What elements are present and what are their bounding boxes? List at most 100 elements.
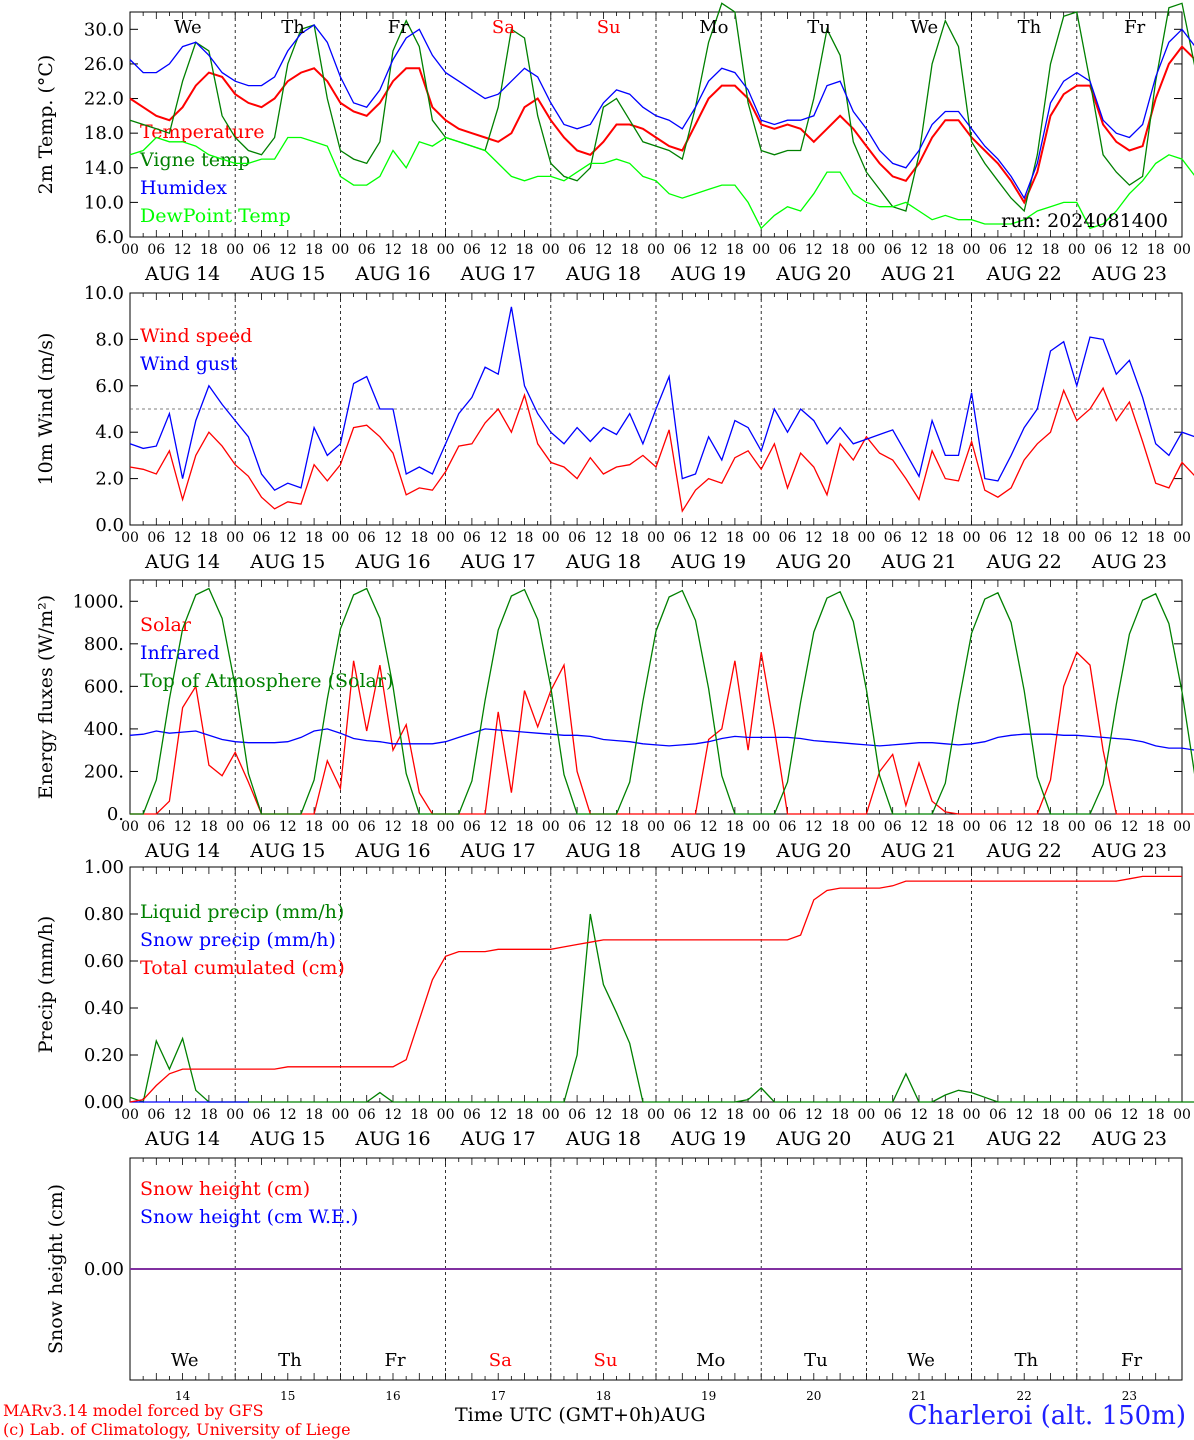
hour-tick-label: 12 [805, 242, 823, 258]
day-label: AUG 16 [354, 840, 430, 862]
legend-entry: Wind speed [140, 325, 252, 347]
hour-tick-label: 00 [437, 530, 455, 546]
hour-tick-label: 12 [910, 1107, 928, 1123]
weekday-label: Th [1018, 17, 1042, 38]
y-axis-label: 2m Temp. (°C) [35, 55, 57, 195]
day-number-label: 14 [175, 1389, 191, 1403]
hour-tick-label: 06 [568, 530, 586, 546]
hour-tick-label: 18 [831, 242, 849, 258]
weekday-label: Fr [385, 1350, 406, 1371]
footer-lab-credit: (c) Lab. of Climatology, University of L… [3, 1420, 351, 1439]
weekday-label: We [171, 1350, 199, 1371]
hour-tick-label: 00 [647, 530, 665, 546]
y-tick-label: 200. [84, 761, 124, 782]
day-label: AUG 17 [460, 551, 536, 573]
hour-tick-label: 06 [673, 1107, 691, 1123]
weekday-label: Mo [696, 1350, 725, 1371]
hour-tick-label: 06 [358, 1107, 376, 1123]
y-axis-label: Snow height (cm) [45, 1184, 67, 1354]
hour-tick-label: 00 [121, 1107, 139, 1123]
hour-tick-label: 06 [673, 530, 691, 546]
day-label: AUG 23 [1091, 1128, 1167, 1150]
weekday-label: Th [1014, 1350, 1038, 1371]
hour-tick-label: 12 [279, 530, 297, 546]
hour-tick-label: 12 [489, 1107, 507, 1123]
day-number-label: 22 [1017, 1389, 1032, 1403]
series-line [129, 306, 1194, 492]
day-label: AUG 18 [565, 551, 641, 573]
y-tick-label: 14.0 [84, 158, 124, 179]
y-tick-label: 1000. [72, 591, 124, 612]
hour-tick-label: 06 [253, 242, 271, 258]
hour-tick-label: 00 [857, 530, 875, 546]
day-number-label: 16 [385, 1389, 400, 1403]
day-label: AUG 23 [1091, 840, 1167, 862]
hour-tick-label: 12 [910, 242, 928, 258]
hour-tick-label: 00 [121, 819, 139, 835]
y-tick-label: 0.80 [84, 904, 124, 925]
series-line [129, 386, 1194, 513]
legend-entry: Snow height (cm W.E.) [140, 1206, 358, 1228]
legend-entry: Total cumulated (cm) [140, 957, 345, 979]
hour-tick-label: 06 [253, 819, 271, 835]
y-tick-label: 0.40 [84, 998, 124, 1019]
hour-tick-label: 18 [200, 819, 218, 835]
hour-tick-label: 18 [516, 242, 534, 258]
hour-tick-label: 18 [410, 819, 428, 835]
y-axis-label: Precip (mm/h) [35, 916, 57, 1054]
legend-entry: Snow height (cm) [140, 1178, 310, 1200]
hour-tick-label: 06 [884, 530, 902, 546]
hour-tick-label: 18 [305, 1107, 323, 1123]
hour-tick-label: 00 [542, 530, 560, 546]
hour-tick-label: 18 [410, 1107, 428, 1123]
hour-tick-label: 18 [936, 242, 954, 258]
y-tick-label: 1.00 [84, 857, 124, 878]
hour-tick-label: 06 [884, 1107, 902, 1123]
hour-tick-label: 12 [174, 242, 192, 258]
hour-tick-label: 06 [1094, 819, 1112, 835]
hour-tick-label: 18 [621, 530, 639, 546]
day-label: AUG 19 [670, 1128, 746, 1150]
hour-tick-label: 18 [200, 242, 218, 258]
hour-tick-label: 12 [1120, 530, 1138, 546]
hour-tick-label: 12 [1015, 819, 1033, 835]
hour-tick-label: 12 [910, 819, 928, 835]
hour-tick-label: 00 [1173, 819, 1191, 835]
hour-tick-label: 12 [700, 1107, 718, 1123]
day-label: AUG 22 [986, 551, 1062, 573]
series-line [129, 875, 1182, 1103]
hour-tick-label: 00 [752, 819, 770, 835]
day-label: AUG 14 [144, 551, 220, 573]
y-tick-label: 4.0 [95, 422, 124, 443]
hour-tick-label: 18 [831, 530, 849, 546]
hour-tick-label: 06 [147, 242, 165, 258]
y-tick-label: 8.0 [95, 329, 124, 350]
weekday-label: Sa [489, 1350, 512, 1371]
hour-tick-label: 06 [779, 819, 797, 835]
y-tick-label: 6.0 [95, 376, 124, 397]
hour-tick-label: 12 [489, 819, 507, 835]
day-label: AUG 15 [249, 551, 325, 573]
hour-tick-label: 18 [1042, 819, 1060, 835]
hour-tick-label: 18 [516, 1107, 534, 1123]
day-number-label: 20 [806, 1389, 821, 1403]
day-label: AUG 21 [880, 1128, 956, 1150]
day-label: AUG 20 [775, 1128, 851, 1150]
day-label: AUG 22 [986, 1128, 1062, 1150]
hour-tick-label: 06 [989, 242, 1007, 258]
day-label: AUG 16 [354, 551, 430, 573]
hour-tick-label: 06 [779, 530, 797, 546]
hour-tick-label: 00 [1068, 1107, 1086, 1123]
hour-tick-label: 00 [963, 819, 981, 835]
hour-tick-label: 12 [700, 530, 718, 546]
day-label: AUG 21 [880, 263, 956, 285]
weekday-label: Tu [807, 17, 831, 38]
hour-tick-label: 12 [1015, 242, 1033, 258]
hour-tick-label: 12 [594, 530, 612, 546]
hour-tick-label: 00 [963, 530, 981, 546]
hour-tick-label: 00 [963, 242, 981, 258]
day-number-label: 23 [1122, 1389, 1137, 1403]
y-tick-label: 0. [107, 804, 124, 825]
hour-tick-label: 12 [174, 1107, 192, 1123]
day-label: AUG 17 [460, 263, 536, 285]
